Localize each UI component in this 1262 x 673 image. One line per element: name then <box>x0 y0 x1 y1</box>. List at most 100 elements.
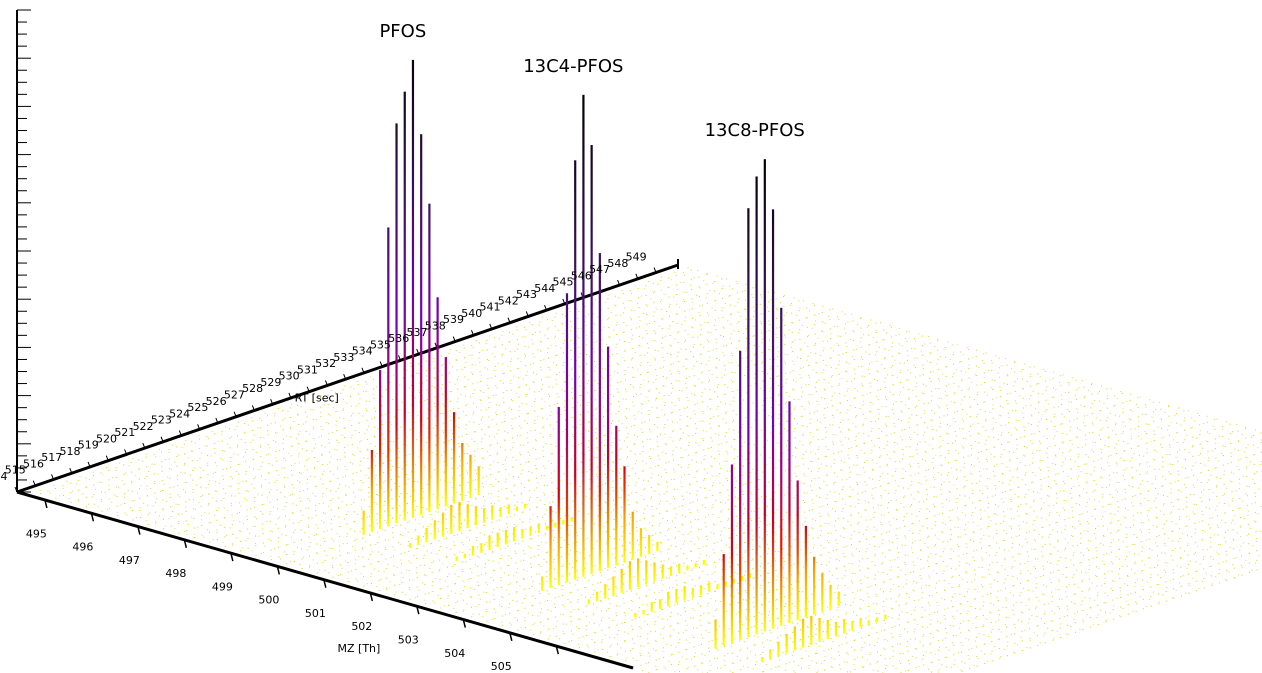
y-tick <box>142 442 146 449</box>
peak <box>463 553 466 559</box>
y-tick <box>32 480 36 486</box>
x-tick-label: 503 <box>398 634 419 647</box>
peak <box>691 588 694 598</box>
plane-line <box>466 337 1262 566</box>
peak <box>595 591 599 602</box>
y-tick-label: 529 <box>260 376 281 389</box>
x-tick <box>183 539 188 549</box>
peak <box>620 568 623 593</box>
y-tick-label: 533 <box>333 351 354 364</box>
peak-label: PFOS <box>379 21 426 42</box>
peak <box>395 123 398 524</box>
y-tick-label: 538 <box>425 320 446 333</box>
x-tick-label: 495 <box>26 527 47 540</box>
y-tick-label: 540 <box>461 307 482 320</box>
plane-line <box>32 268 694 497</box>
peak <box>504 529 508 545</box>
y-tick <box>69 468 73 474</box>
plane-line <box>432 383 1094 612</box>
y-tick-label: 548 <box>607 257 628 270</box>
peak-label: 13C4-PFOS <box>523 56 623 77</box>
peak <box>760 656 764 662</box>
peak <box>554 522 557 528</box>
peak <box>515 506 519 512</box>
peak <box>458 502 461 532</box>
peak <box>810 615 813 645</box>
x-tick <box>323 579 327 588</box>
peak <box>557 406 560 586</box>
plane-line <box>870 538 1262 673</box>
y-tick-label: 521 <box>114 426 135 439</box>
peak <box>387 227 390 527</box>
peak <box>612 576 615 596</box>
peak <box>562 519 565 525</box>
y-axis-label: RT [sec] <box>295 392 339 405</box>
plane-line <box>586 427 1248 656</box>
base-plane <box>16 264 1262 673</box>
plane-line <box>254 409 1056 640</box>
y-tick-label: 518 <box>60 445 81 458</box>
plane-line <box>78 282 740 511</box>
peak <box>739 350 742 641</box>
peak <box>411 59 415 518</box>
peak <box>788 401 791 624</box>
x-tick-label: 501 <box>305 607 326 620</box>
peak <box>867 620 870 626</box>
plane-line <box>373 368 1175 599</box>
plane-line <box>360 373 1162 604</box>
y-tick-label: 532 <box>315 357 336 370</box>
peak <box>724 581 727 587</box>
peak <box>777 641 780 657</box>
peak <box>653 562 656 582</box>
peak <box>545 525 549 531</box>
plane-line <box>955 567 1262 673</box>
peak <box>598 253 601 572</box>
y-tick <box>489 323 493 330</box>
plane-line <box>426 350 1228 581</box>
plane-line <box>201 427 1004 658</box>
peak <box>661 564 664 579</box>
plane-line <box>96 464 827 673</box>
plane-line <box>532 314 1262 524</box>
plane-line <box>387 364 1189 595</box>
y-tick <box>653 267 657 273</box>
peak <box>587 599 590 605</box>
y-tick <box>324 380 328 386</box>
y-tick <box>544 304 547 311</box>
peak <box>837 591 840 607</box>
peak <box>639 528 643 558</box>
x-tick <box>230 552 234 562</box>
peak <box>686 565 689 571</box>
peak <box>570 516 573 522</box>
peak <box>480 543 483 553</box>
peak <box>417 535 420 546</box>
peak <box>818 617 821 642</box>
peak <box>471 546 475 556</box>
plane-line <box>453 341 1255 572</box>
plane-line <box>545 309 1262 516</box>
plane-line <box>651 273 1262 450</box>
plane-line <box>571 422 1233 651</box>
peak <box>747 208 750 638</box>
peak <box>667 591 670 607</box>
x-tick <box>369 592 374 602</box>
plane-line <box>842 528 1262 673</box>
peak <box>732 578 736 584</box>
peak <box>714 619 717 649</box>
y-tick <box>361 367 365 374</box>
y-tick-label: 531 <box>297 363 318 376</box>
y-tick <box>197 424 201 430</box>
peak <box>615 425 618 566</box>
peak <box>708 582 711 593</box>
peak <box>499 507 502 517</box>
peak <box>590 145 593 575</box>
peak <box>780 307 783 626</box>
x-axis <box>16 490 634 670</box>
y-tick-label: 544 <box>534 282 555 295</box>
y-tick <box>635 273 639 279</box>
labels: 5145155165175185195205215225235245255265… <box>0 21 805 673</box>
x-tick-label: 499 <box>212 580 233 593</box>
peak <box>409 543 412 549</box>
x-tick <box>416 606 420 615</box>
